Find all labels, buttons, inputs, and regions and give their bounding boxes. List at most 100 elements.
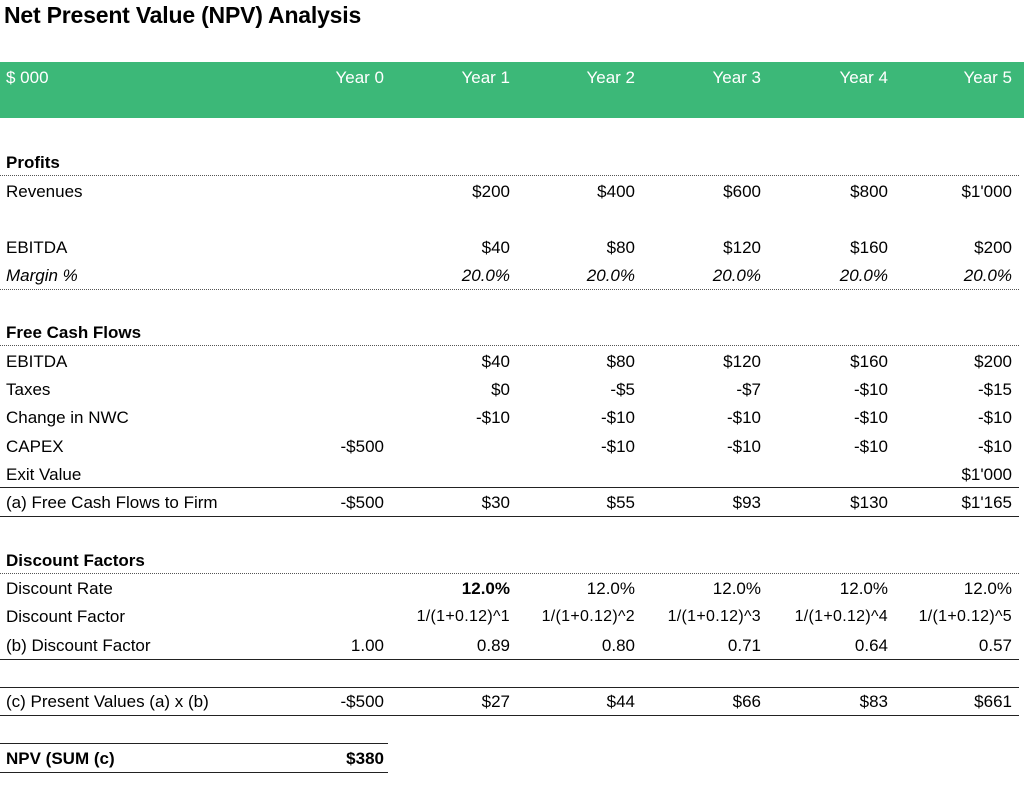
- cell: -$10: [977, 437, 1012, 456]
- cell: $44: [606, 692, 635, 711]
- cell: 1/(1+0.12)^4: [794, 608, 888, 625]
- section-title: Free Cash Flows: [6, 323, 142, 342]
- row-label: EBITDA: [6, 238, 68, 257]
- cell: $120: [723, 238, 761, 257]
- row-divider: [0, 772, 388, 773]
- year-header: Year 1: [461, 68, 510, 87]
- year-header: Year 2: [586, 68, 635, 87]
- npv-label: NPV (SUM (c): [6, 749, 115, 768]
- row-divider: [0, 345, 1019, 346]
- section-title: Profits: [6, 153, 60, 172]
- header-band: [0, 62, 1024, 118]
- row-label: Discount Factor: [6, 607, 126, 626]
- cell: 1/(1+0.12)^3: [667, 608, 761, 625]
- table-row-exit-value: Exit Value $1'000: [0, 463, 1024, 487]
- cell: -$10: [853, 437, 888, 456]
- table-row-fcf-total: (a) Free Cash Flows to Firm -$500 $30 $5…: [0, 491, 1024, 515]
- table-row-discount-formula: Discount Factor 1/(1+0.12)^1 1/(1+0.12)^…: [0, 605, 1024, 629]
- cell: 20.0%: [963, 266, 1012, 285]
- row-label: (c) Present Values (a) x (b): [6, 692, 209, 711]
- row-divider: [0, 715, 1019, 716]
- row-label: Exit Value: [6, 465, 82, 484]
- row-divider: [0, 516, 1019, 517]
- row-divider: [0, 659, 1019, 660]
- table-row-margin: Margin % 20.0% 20.0% 20.0% 20.0% 20.0%: [0, 264, 1024, 288]
- row-label: Taxes: [6, 380, 51, 399]
- year-header: Year 3: [712, 68, 761, 87]
- cell: 12.0%: [839, 579, 888, 598]
- cell: $200: [472, 182, 510, 201]
- cell: 12.0%: [963, 579, 1012, 598]
- section-header-profits: Profits: [0, 151, 1024, 175]
- cell: -$7: [736, 380, 761, 399]
- cell: -$500: [340, 493, 384, 512]
- cell: $800: [850, 182, 888, 201]
- cell: 12.0%: [586, 579, 635, 598]
- row-divider: [0, 289, 1019, 290]
- npv-value: $380: [346, 749, 384, 768]
- cell: -$10: [600, 437, 635, 456]
- cell: 1.00: [350, 636, 384, 655]
- table-row-capex: CAPEX -$500 -$10 -$10 -$10 -$10: [0, 435, 1024, 459]
- cell: -$500: [340, 437, 384, 456]
- cell: $160: [850, 238, 888, 257]
- cell: 1/(1+0.12)^2: [541, 608, 635, 625]
- cell: 20.0%: [461, 266, 510, 285]
- cell: $160: [850, 352, 888, 371]
- cell: -$10: [726, 408, 761, 427]
- cell: -$10: [853, 380, 888, 399]
- cell: $120: [723, 352, 761, 371]
- table-row-fcf-ebitda: EBITDA $40 $80 $120 $160 $200: [0, 350, 1024, 374]
- cell: $40: [481, 238, 510, 257]
- unit-label: $ 000: [6, 68, 49, 87]
- cell: $1'000: [961, 182, 1012, 201]
- table-row-discount-rate: Discount Rate 12.0% 12.0% 12.0% 12.0% 12…: [0, 577, 1024, 601]
- table-row-taxes: Taxes $0 -$5 -$7 -$10 -$15: [0, 378, 1024, 402]
- table-row-present-values: (c) Present Values (a) x (b) -$500 $27 $…: [0, 690, 1024, 714]
- cell: $1'000: [961, 465, 1012, 484]
- cell: 20.0%: [586, 266, 635, 285]
- table-row-npv: NPV (SUM (c) $380: [0, 747, 1024, 771]
- cell: -$15: [977, 380, 1012, 399]
- year-header: Year 0: [335, 68, 384, 87]
- cell: $93: [732, 493, 761, 512]
- table-row-ebitda: EBITDA $40 $80 $120 $160 $200: [0, 236, 1024, 260]
- row-divider: [0, 687, 1019, 688]
- cell: $200: [974, 352, 1012, 371]
- year-header: Year 4: [839, 68, 888, 87]
- cell: 20.0%: [712, 266, 761, 285]
- row-label: (b) Discount Factor: [6, 636, 151, 655]
- cell: $130: [850, 493, 888, 512]
- row-divider: [0, 743, 388, 744]
- cell: 20.0%: [839, 266, 888, 285]
- cell: -$10: [977, 408, 1012, 427]
- cell: 1/(1+0.12)^1: [416, 608, 510, 625]
- row-label: Revenues: [6, 182, 83, 201]
- cell: 0.57: [978, 636, 1012, 655]
- row-divider: [0, 175, 1019, 176]
- row-label: EBITDA: [6, 352, 68, 371]
- section-title: Discount Factors: [6, 551, 145, 570]
- cell: $80: [606, 352, 635, 371]
- cell: -$10: [726, 437, 761, 456]
- cell: -$5: [610, 380, 635, 399]
- cell: $80: [606, 238, 635, 257]
- cell: 0.64: [854, 636, 888, 655]
- row-label: CAPEX: [6, 437, 64, 456]
- row-label: Margin %: [6, 266, 78, 285]
- cell: $30: [481, 493, 510, 512]
- cell: -$500: [340, 692, 384, 711]
- row-label: (a) Free Cash Flows to Firm: [6, 493, 218, 512]
- cell: 1/(1+0.12)^5: [918, 608, 1012, 625]
- section-header-discount: Discount Factors: [0, 549, 1024, 573]
- cell: -$10: [600, 408, 635, 427]
- cell: $0: [491, 380, 510, 399]
- cell: $40: [481, 352, 510, 371]
- cell: $1'165: [961, 493, 1012, 512]
- cell: $66: [732, 692, 761, 711]
- row-divider: [0, 573, 1019, 574]
- cell: -$10: [475, 408, 510, 427]
- cell-input: 12.0%: [461, 579, 510, 598]
- cell: $83: [859, 692, 888, 711]
- table-row-discount-factor: (b) Discount Factor 1.00 0.89 0.80 0.71 …: [0, 634, 1024, 658]
